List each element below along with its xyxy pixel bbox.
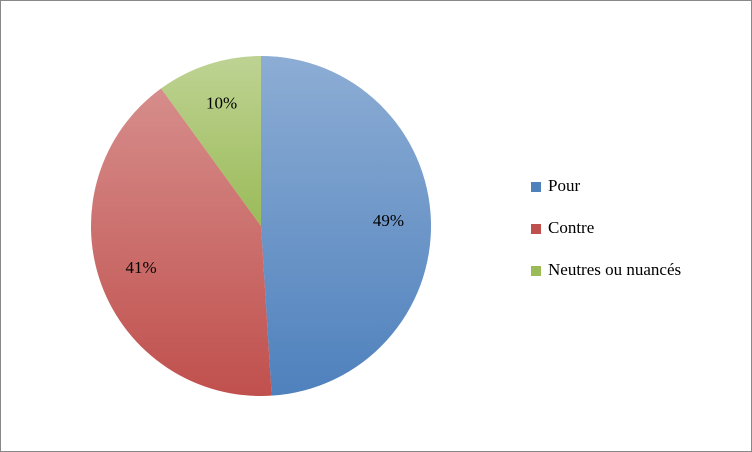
slice-sheen (90, 88, 272, 397)
legend-swatch (531, 182, 541, 192)
data-label: 10% (206, 94, 237, 113)
slice-sheen (161, 56, 261, 226)
data-label: 41% (125, 258, 156, 277)
legend-swatch (531, 224, 541, 234)
legend-swatch (531, 266, 541, 276)
legend-label: Neutres ou nuancés (548, 260, 681, 279)
legend-label: Contre (548, 218, 594, 237)
slice-sheen (261, 56, 432, 396)
data-label: 49% (373, 211, 404, 230)
legend-label: Pour (548, 176, 580, 195)
